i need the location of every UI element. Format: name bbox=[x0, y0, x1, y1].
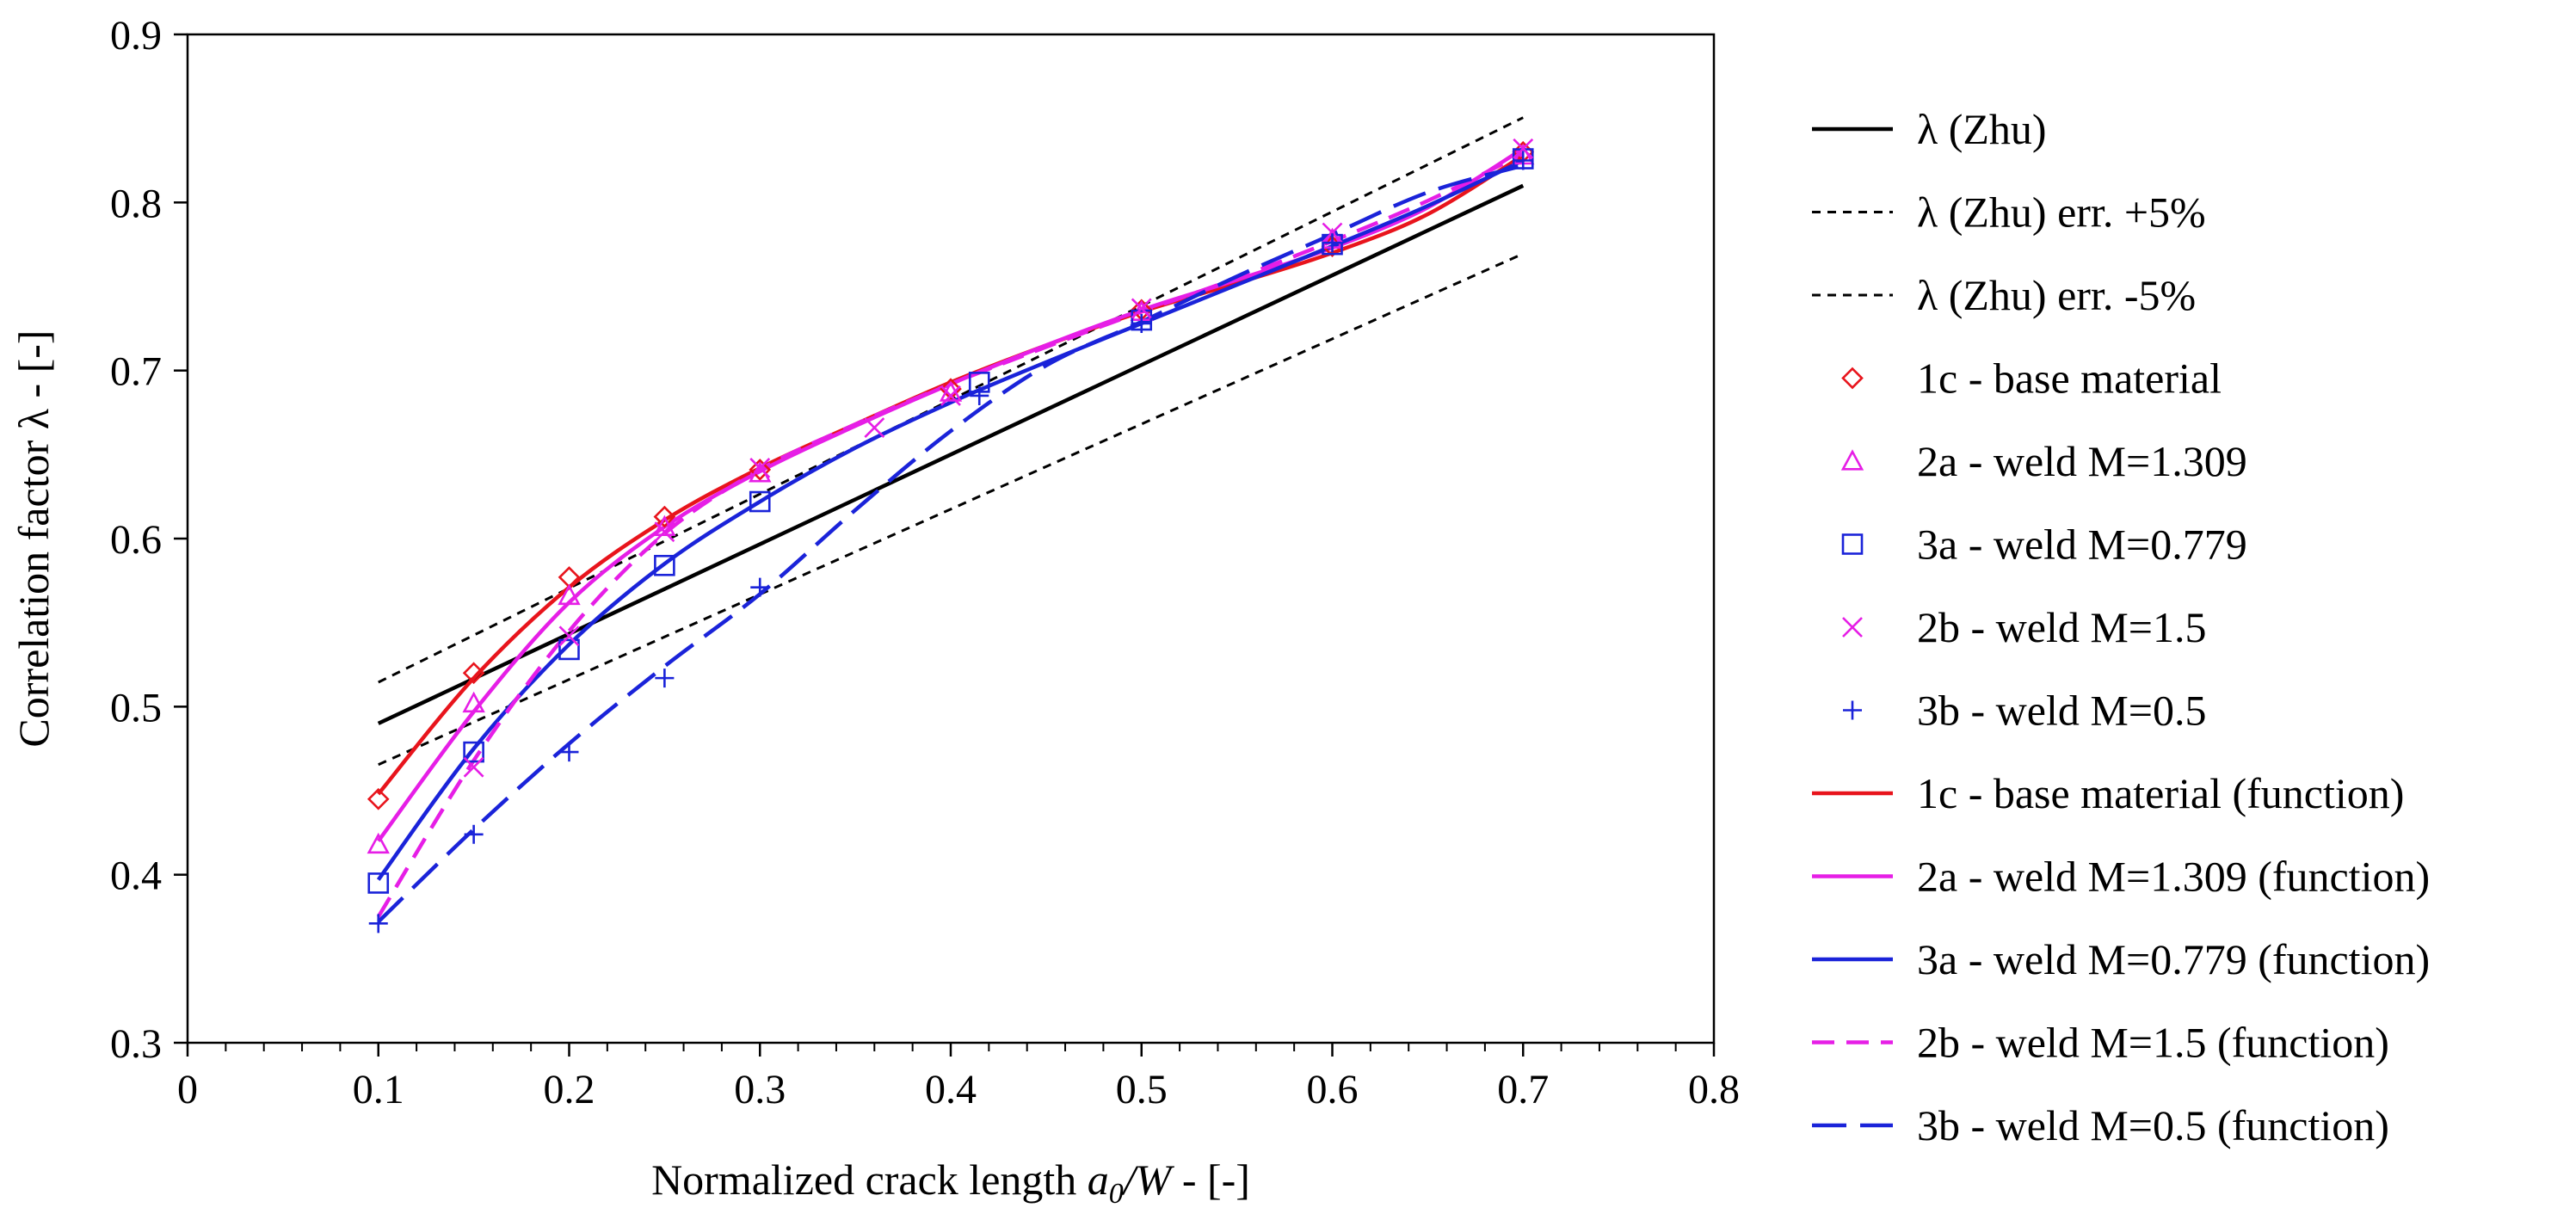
legend-swatch-3a-weld-m-0-779 bbox=[1841, 533, 1864, 555]
x-tick-label: 0.7 bbox=[1497, 1067, 1549, 1112]
y-tick-label: 0.6 bbox=[110, 517, 162, 563]
x-tick-label: 0.5 bbox=[1116, 1067, 1168, 1112]
y-tick-label: 0.9 bbox=[110, 13, 162, 59]
legend-label-2b-weld-m-1-5: 2b - weld M=1.5 bbox=[1917, 603, 2207, 651]
data-point-3a-weld-m-0-779 bbox=[749, 490, 771, 513]
legend: λ (Zhu) λ (Zhu) err. +5% λ (Zhu) err. -5% 1… bbox=[1812, 105, 2430, 1149]
data-point-3a-weld-m-0-779 bbox=[463, 741, 484, 763]
legend-label-3b-weld-m-0-5-function: 3b - weld M=0.5 (function) bbox=[1917, 1101, 2389, 1149]
legend-label-2a-weld-m-1-309: 2a - weld M=1.309 bbox=[1917, 437, 2247, 485]
data-point-2b-weld-m-1-5 bbox=[864, 417, 885, 438]
x-axis-title: Normalized crack length a0/W - [-] bbox=[651, 1155, 1250, 1210]
data-point-1c-base-material bbox=[367, 787, 390, 810]
y-tick-label: 0.3 bbox=[110, 1021, 162, 1067]
data-point-3b-weld-m-0-5 bbox=[1131, 313, 1151, 333]
x-tick-label: 0 bbox=[177, 1067, 198, 1112]
data-point-3a-weld-m-0-779 bbox=[367, 872, 390, 894]
legend-swatch-2a-weld-m-1-309 bbox=[1840, 449, 1864, 471]
data-point-3b-weld-m-0-5 bbox=[750, 577, 770, 597]
legend-label-3a-weld-m-0-779: 3a - weld M=0.779 bbox=[1917, 521, 2247, 569]
legend-label-1c-base-material: 1c - base material bbox=[1917, 354, 2222, 403]
data-point-1c-base-material bbox=[749, 459, 772, 481]
y-tick-label: 0.5 bbox=[110, 685, 162, 730]
data-point-2b-weld-m-1-5 bbox=[654, 521, 675, 543]
x-tick-label: 0.3 bbox=[734, 1067, 786, 1112]
data-point-3b-weld-m-0-5 bbox=[1322, 233, 1342, 253]
y-tick-label: 0.7 bbox=[110, 349, 162, 395]
data-point-3b-weld-m-0-5 bbox=[559, 742, 579, 762]
y-tick-label: 0.8 bbox=[110, 181, 162, 226]
data-point-2b-weld-m-1-5 bbox=[1131, 298, 1152, 319]
legend-label-3a-weld-m-0-779-function: 3a - weld M=0.779 (function) bbox=[1917, 935, 2430, 983]
legend-label-lambda-zhu-err-5: λ (Zhu) err. +5% bbox=[1917, 188, 2206, 237]
legend-label-lambda-zhu: λ (Zhu) bbox=[1917, 105, 2047, 153]
series-line-lambda-zhu bbox=[377, 183, 1525, 725]
y-axis-title: Correlation factor λ - [-] bbox=[9, 330, 58, 747]
plot-background bbox=[188, 34, 1714, 1043]
data-point-1c-base-material bbox=[653, 505, 676, 528]
data-point-2a-weld-m-1-309 bbox=[462, 691, 485, 713]
data-point-3a-weld-m-0-779 bbox=[558, 638, 580, 661]
data-point-2b-weld-m-1-5 bbox=[1322, 222, 1343, 243]
data-point-1c-base-material bbox=[462, 662, 485, 685]
legend-label-2a-weld-m-1-309-function: 2a - weld M=1.309 (function) bbox=[1917, 853, 2430, 901]
series-line-lambda-zhu-err-5 bbox=[378, 252, 1524, 767]
legend-swatch-2b-weld-m-1-5 bbox=[1842, 617, 1863, 638]
legend-label-3b-weld-m-0-5: 3b - weld M=0.5 bbox=[1917, 687, 2207, 735]
legend-swatch-3b-weld-m-0-5 bbox=[1843, 700, 1862, 720]
data-point-3b-weld-m-0-5 bbox=[1513, 151, 1533, 170]
x-tick-label: 0.6 bbox=[1307, 1067, 1359, 1112]
legend-swatch-1c-base-material bbox=[1841, 367, 1864, 390]
data-point-3b-weld-m-0-5 bbox=[655, 669, 675, 688]
data-point-2b-weld-m-1-5 bbox=[749, 458, 771, 478]
x-tick-label: 0.4 bbox=[925, 1067, 977, 1112]
legend-label-2b-weld-m-1-5-function: 2b - weld M=1.5 (function) bbox=[1917, 1019, 2389, 1067]
data-point-1c-base-material bbox=[940, 378, 962, 400]
legend-label-1c-base-material-function: 1c - base material (function) bbox=[1917, 769, 2404, 817]
data-point-2a-weld-m-1-309 bbox=[558, 583, 581, 606]
data-point-2b-weld-m-1-5 bbox=[940, 385, 961, 406]
data-point-3b-weld-m-0-5 bbox=[464, 824, 484, 844]
legend-label-lambda-zhu-err-5: λ (Zhu) err. -5% bbox=[1917, 271, 2196, 319]
data-point-3b-weld-m-0-5 bbox=[368, 914, 388, 933]
x-tick-label: 0.8 bbox=[1688, 1067, 1740, 1112]
data-point-2b-weld-m-1-5 bbox=[558, 625, 580, 647]
data-point-3b-weld-m-0-5 bbox=[970, 385, 989, 405]
x-tick-label: 0.1 bbox=[353, 1067, 404, 1112]
y-tick-label: 0.4 bbox=[110, 853, 162, 899]
data-point-3a-weld-m-0-779 bbox=[654, 554, 675, 576]
data-point-2a-weld-m-1-309 bbox=[367, 832, 390, 854]
x-tick-label: 0.2 bbox=[544, 1067, 595, 1112]
data-point-2b-weld-m-1-5 bbox=[1513, 138, 1534, 159]
data-point-2b-weld-m-1-5 bbox=[463, 756, 484, 778]
